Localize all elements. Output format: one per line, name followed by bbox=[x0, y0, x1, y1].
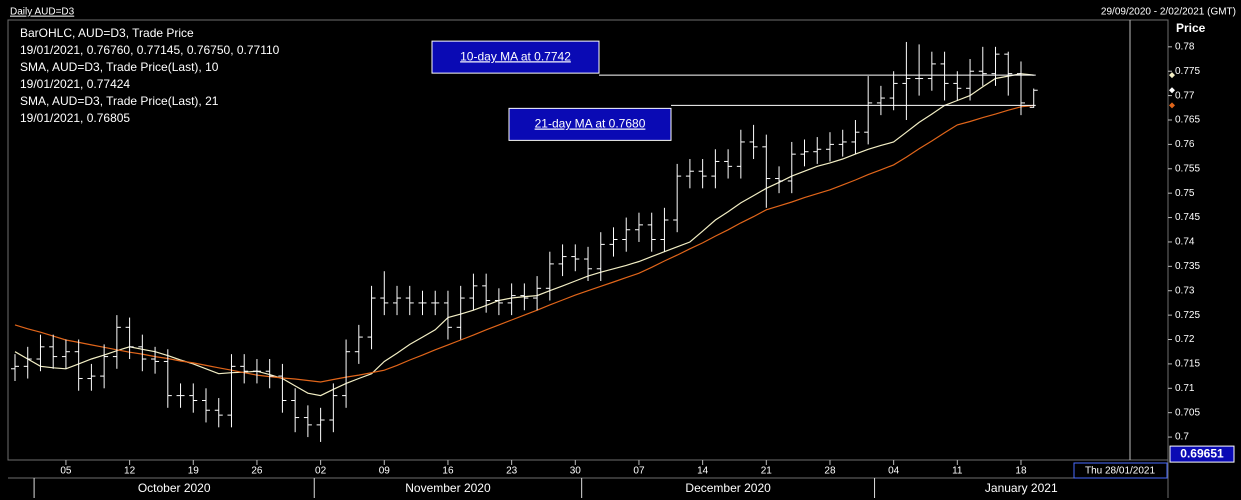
x-tick-label: 09 bbox=[379, 466, 391, 477]
cursor-date: Thu 28/01/2021 bbox=[1085, 466, 1155, 477]
sma-line bbox=[14, 104, 1034, 383]
x-tick-label: 18 bbox=[1015, 466, 1027, 477]
x-tick-label: 14 bbox=[697, 466, 709, 477]
month-label: December 2020 bbox=[685, 481, 771, 495]
y-tick-label: 0.745 bbox=[1175, 212, 1200, 223]
date-range: 29/09/2020 - 2/02/2021 (GMT) bbox=[1101, 7, 1236, 18]
y-tick-label: 0.78 bbox=[1175, 41, 1195, 52]
y-tick-label: 0.75 bbox=[1175, 188, 1195, 199]
y-tick-label: 0.755 bbox=[1175, 163, 1200, 174]
last-value-marker bbox=[1169, 102, 1175, 109]
y-tick-label: 0.73 bbox=[1175, 285, 1195, 296]
legend-entry: SMA, AUD=D3, Trade Price(Last), 21 bbox=[20, 94, 219, 108]
month-label: October 2020 bbox=[138, 481, 211, 495]
y-tick-label: 0.77 bbox=[1175, 90, 1195, 101]
annotation-text: 21-day MA at 0.7680 bbox=[535, 117, 646, 131]
y-tick-label: 0.705 bbox=[1175, 407, 1200, 418]
legend-entry: 19/01/2021, 0.77424 bbox=[20, 77, 130, 91]
y-tick-label: 0.735 bbox=[1175, 261, 1200, 272]
legend-entry: 19/01/2021, 0.76760, 0.77145, 0.76750, 0… bbox=[20, 43, 280, 57]
cursor-price-box bbox=[1169, 445, 1235, 463]
x-tick-label: 23 bbox=[506, 466, 518, 477]
x-tick-label: 26 bbox=[251, 466, 263, 477]
chart-title: Daily AUD=D3 bbox=[10, 7, 75, 18]
annotation-box bbox=[508, 107, 672, 141]
y-tick-label: 0.74 bbox=[1175, 237, 1195, 248]
last-value-marker bbox=[1169, 72, 1175, 79]
x-tick-label: 21 bbox=[761, 466, 773, 477]
x-tick-label: 07 bbox=[633, 466, 645, 477]
x-tick-label: 30 bbox=[570, 466, 582, 477]
y-tick-label: 0.7 bbox=[1175, 432, 1189, 443]
month-label: November 2020 bbox=[405, 481, 491, 495]
x-tick-label: 19 bbox=[188, 466, 200, 477]
annotation-text: 10-day MA at 0.7742 bbox=[460, 49, 571, 63]
y-tick-label: 0.765 bbox=[1175, 115, 1200, 126]
x-tick-label: 05 bbox=[60, 466, 72, 477]
y-tick-label: 0.715 bbox=[1175, 359, 1200, 370]
annotation-box bbox=[431, 40, 600, 74]
y-tick-label: 0.72 bbox=[1175, 334, 1195, 345]
legend-entry: SMA, AUD=D3, Trade Price(Last), 10 bbox=[20, 60, 219, 74]
x-tick-label: 28 bbox=[824, 466, 836, 477]
y-tick-label: 0.71 bbox=[1175, 383, 1195, 394]
cursor-price: 0.69651 bbox=[1180, 446, 1224, 460]
legend-entry: 19/01/2021, 0.76805 bbox=[20, 111, 130, 125]
cursor-date-box bbox=[1073, 462, 1168, 479]
y-tick-label: 0.725 bbox=[1175, 310, 1200, 321]
legend-entry: BarOHLC, AUD=D3, Trade Price bbox=[20, 26, 194, 40]
y-tick-label: 0.775 bbox=[1175, 66, 1200, 77]
last-value-marker bbox=[1169, 87, 1175, 94]
x-tick-label: 04 bbox=[888, 466, 900, 477]
month-label: January 2021 bbox=[985, 481, 1058, 495]
x-tick-label: 02 bbox=[315, 466, 327, 477]
x-tick-label: 12 bbox=[124, 466, 136, 477]
x-tick-label: 16 bbox=[442, 466, 454, 477]
x-tick-label: 11 bbox=[952, 466, 963, 477]
y-axis-title: Price bbox=[1176, 21, 1206, 35]
y-tick-label: 0.76 bbox=[1175, 139, 1195, 150]
